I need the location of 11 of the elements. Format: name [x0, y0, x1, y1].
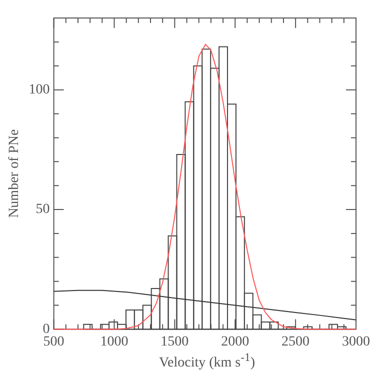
y-axis-title: Number of PNe — [7, 129, 22, 218]
x-tick-label: 500 — [43, 334, 64, 350]
x-tick-label: 2000 — [221, 334, 250, 350]
y-tick-label: 100 — [28, 82, 50, 98]
x-tick-label: 2500 — [282, 334, 310, 350]
x-tick-label: 1000 — [100, 334, 128, 350]
y-tick-label: 0 — [42, 322, 50, 337]
x-tick-label: 1500 — [160, 334, 189, 350]
x-tick-label: 3000 — [342, 334, 370, 350]
y-tick-label: 50 — [36, 202, 50, 218]
x-axis-title: Velocity (km s$^{-1}$) — [158, 351, 256, 372]
